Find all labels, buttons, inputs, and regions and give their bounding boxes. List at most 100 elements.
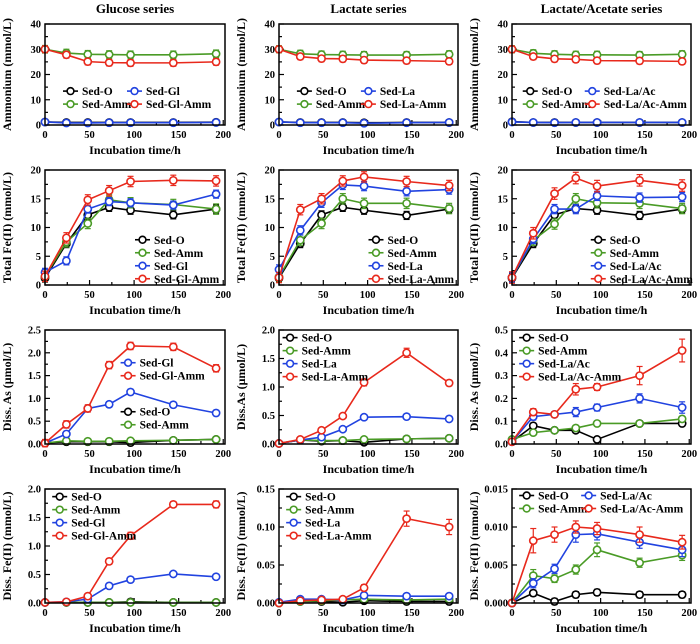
x-tick-label: 200	[681, 290, 697, 301]
legend-item: Sed-Amm	[296, 99, 366, 111]
data-point-marker	[338, 411, 348, 421]
legend-label: Sed-O	[538, 333, 569, 345]
legend-item: Sed-Amm	[522, 99, 591, 111]
x-axis-label: Incubation time/h	[323, 303, 415, 317]
x-axis-label: Incubation time/h	[89, 143, 181, 157]
data-point-marker	[550, 574, 559, 584]
legend-label: Sed-La-Amm	[305, 531, 372, 543]
x-tick-label: 50	[84, 290, 95, 301]
legend-item: Sed-Amm	[519, 504, 588, 516]
y-tick-label: 1.0	[28, 542, 41, 553]
legend-marker	[588, 99, 597, 109]
plot-border	[511, 329, 692, 445]
error-bars	[42, 500, 220, 604]
x-tick-label: 200	[215, 290, 231, 301]
panel-total-fe2-glucose: 0 50 100 150 200 0 5 10 15 20 Incubation time/h Tot…	[0, 161, 234, 321]
y-tick-label: 10	[265, 95, 276, 106]
legend-marker	[55, 518, 64, 527]
data-point-marker	[317, 194, 326, 204]
y-tick-label: 5	[503, 252, 508, 263]
y-tick-label: 1.5	[28, 371, 41, 382]
data-point-marker	[402, 198, 412, 208]
legend-marker	[123, 420, 133, 429]
data-point-marker	[528, 52, 538, 61]
data-point-marker	[104, 186, 114, 196]
error-bars	[42, 174, 220, 283]
x-tick-label: 150	[171, 130, 187, 141]
legend-marker	[123, 358, 133, 367]
x-tick-label: 100	[126, 290, 142, 301]
legend-label: Sed-Amm	[538, 346, 588, 358]
y-tick-label: 0.0	[28, 599, 41, 610]
legend-item: Sed-O	[120, 407, 170, 419]
x-tick-label: 50	[551, 130, 562, 141]
data-point-marker	[211, 408, 221, 418]
data-point-marker	[402, 211, 412, 220]
data-point-marker	[402, 186, 412, 196]
data-point-marker	[211, 189, 221, 199]
legend-item: Sed-La-Amm	[368, 274, 454, 286]
legend-label: Sed-Amm	[82, 99, 132, 111]
data-point-marker	[444, 522, 454, 532]
y-tick-label: 40	[498, 20, 509, 31]
x-tick-label: 100	[593, 130, 609, 141]
legend-label: Sed-O	[388, 235, 419, 247]
x-axis-label: Incubation time/h	[323, 143, 415, 157]
y-tick-label: 1.0	[262, 383, 275, 394]
x-tick-label: 50	[318, 130, 329, 141]
legend: Sed-O Sed-Gl Sed-Amm Sed-Gl-Amm	[63, 86, 212, 111]
legend-label: Sed-Amm	[154, 248, 204, 260]
legend-label: Sed-La	[305, 518, 340, 530]
y-tick-label: 20	[265, 166, 276, 177]
series-line	[44, 179, 217, 277]
legend-marker	[522, 504, 531, 513]
plot-border	[511, 23, 692, 126]
legend-marker	[285, 359, 295, 368]
data-point-marker	[359, 55, 369, 65]
y-tick-label: 0	[270, 281, 275, 292]
data-point-marker	[635, 193, 645, 202]
chart-svg: 0 50 100 150 200 0.0 0.5 1.0 1.5 2.0 2.5 Incubation…	[0, 326, 231, 477]
y-tick-label: 1.0	[28, 394, 41, 405]
data-point-marker	[402, 56, 412, 66]
x-tick-label: 50	[318, 290, 329, 301]
data-point-marker	[444, 378, 454, 388]
legend-marker	[584, 491, 593, 500]
data-point-marker	[592, 435, 602, 444]
data-point-marker	[126, 50, 135, 60]
legend-item: Sed-Gl-Amm	[135, 274, 220, 286]
x-axis-label: Incubation time/h	[89, 303, 181, 317]
legend-marker	[594, 274, 603, 283]
y-tick-label: 20	[265, 70, 276, 81]
x-axis-label: Incubation time/h	[556, 462, 648, 476]
legend-marker	[371, 235, 381, 244]
x-tick-label: 0	[276, 449, 281, 460]
x-tick-label: 150	[637, 290, 653, 301]
data-point-marker	[338, 424, 348, 434]
legend-marker	[138, 248, 147, 257]
data-point-marker	[211, 363, 221, 373]
chart-title: Glucose series	[96, 1, 174, 16]
data-point-marker	[571, 565, 581, 574]
legend-label: Sed-Gl-Amm	[146, 99, 212, 111]
data-point-marker	[61, 429, 71, 439]
panel-ammonium-glucose: Glucose series 0 50 100 150 200 0 10 20 30 40 Incub…	[0, 0, 234, 161]
data-point-marker	[295, 205, 305, 215]
legend-item: Sed-La-Amm	[282, 372, 368, 384]
legend-label: Sed-Gl-Amm	[154, 274, 220, 286]
data-point-marker	[592, 382, 602, 392]
data-point-marker	[359, 435, 369, 444]
plot-border	[511, 488, 692, 604]
legend-label: Sed-O	[71, 492, 102, 504]
y-axis-label: Total Fe(II) (mmol/L)	[0, 172, 14, 283]
legend-marker	[66, 99, 75, 109]
x-tick-label: 150	[171, 608, 187, 619]
legend-marker	[300, 99, 309, 109]
y-axis-label: Diss. Fe(II) (mmol/L)	[0, 492, 14, 601]
data-point-marker	[444, 181, 454, 190]
y-tick-label: 0.015	[484, 485, 508, 496]
x-tick-label: 100	[360, 449, 376, 460]
